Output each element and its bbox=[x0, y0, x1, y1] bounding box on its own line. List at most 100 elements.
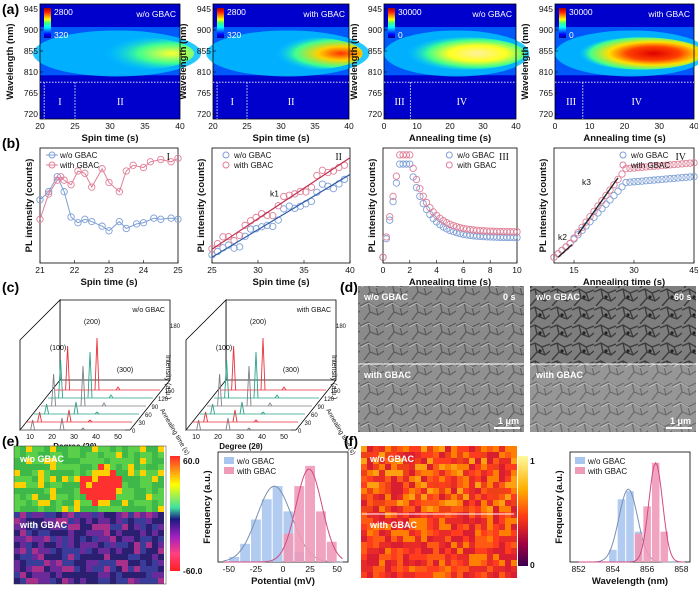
data-point bbox=[386, 213, 394, 221]
map-pixel bbox=[56, 458, 62, 464]
map-pixel bbox=[56, 500, 62, 506]
map-pixel bbox=[361, 500, 367, 506]
map-pixel bbox=[104, 566, 110, 572]
map-pixel bbox=[56, 524, 62, 530]
colorbar bbox=[388, 8, 395, 38]
map-pixel bbox=[505, 482, 511, 488]
map-pixel bbox=[140, 476, 146, 482]
z-tick-label: 180 bbox=[170, 324, 181, 330]
map-pixel bbox=[397, 560, 403, 566]
map-pixel bbox=[481, 530, 487, 536]
map-pixel bbox=[158, 530, 164, 536]
map-pixel bbox=[98, 524, 104, 530]
peak-label: (200) bbox=[250, 319, 266, 326]
data-point bbox=[456, 229, 464, 238]
data-point bbox=[402, 151, 411, 159]
map-pixel bbox=[86, 518, 92, 524]
map-pixel bbox=[50, 452, 56, 458]
map-pixel bbox=[38, 536, 44, 542]
map-pixel bbox=[146, 458, 152, 464]
map-pixel bbox=[86, 488, 92, 494]
map-pixel bbox=[134, 452, 140, 458]
xrd-peak bbox=[253, 419, 259, 423]
y-tick-label: 720 bbox=[368, 109, 382, 119]
map-pixel bbox=[50, 506, 56, 512]
map-pixel bbox=[68, 524, 74, 530]
map-pixel bbox=[451, 470, 457, 476]
map-pixel bbox=[152, 458, 158, 464]
xrd-peak bbox=[94, 411, 100, 415]
x-tick-label: 40 bbox=[175, 121, 185, 131]
map-pixel bbox=[158, 458, 164, 464]
map-pixel bbox=[44, 536, 50, 542]
map-pixel bbox=[158, 476, 164, 482]
data-point bbox=[594, 209, 602, 217]
map-pixel bbox=[439, 566, 445, 572]
map-pixel bbox=[62, 488, 68, 494]
map-pixel bbox=[493, 536, 499, 542]
map-pixel bbox=[505, 542, 511, 548]
map-pixel bbox=[128, 446, 134, 452]
y-axis-label: Wavelength (nm) bbox=[178, 23, 189, 99]
map-pixel bbox=[98, 512, 104, 518]
map-pixel bbox=[98, 578, 104, 584]
map-pixel bbox=[409, 548, 415, 554]
map-pixel bbox=[74, 512, 80, 518]
map-pixel bbox=[128, 476, 134, 482]
map-pixel bbox=[391, 560, 397, 566]
data-point bbox=[139, 219, 148, 227]
bar bbox=[305, 465, 315, 562]
data-point bbox=[402, 160, 411, 168]
sem-image-with-0s bbox=[358, 364, 524, 432]
map-pixel bbox=[469, 542, 475, 548]
map-pixel bbox=[134, 494, 140, 500]
data-point bbox=[258, 223, 266, 231]
z-tick-label: 30 bbox=[139, 421, 146, 427]
map-pixel bbox=[391, 464, 397, 470]
map-pixel bbox=[68, 554, 74, 560]
plot-title: with GBAC bbox=[302, 9, 345, 19]
map-pixel bbox=[493, 524, 499, 530]
map-pixel bbox=[493, 548, 499, 554]
map-pixel bbox=[421, 494, 427, 500]
map-pixel bbox=[80, 554, 86, 560]
map-pixel bbox=[481, 512, 487, 518]
map-pixel bbox=[481, 458, 487, 464]
map-pixel bbox=[116, 464, 122, 470]
map-pixel bbox=[44, 578, 50, 584]
map-pixel bbox=[439, 500, 445, 506]
map-pixel bbox=[20, 560, 26, 566]
map-pixel bbox=[433, 494, 439, 500]
data-point bbox=[274, 202, 282, 210]
x-tick-label: 45 bbox=[689, 265, 698, 275]
map-pixel bbox=[433, 542, 439, 548]
map-pixel bbox=[361, 524, 367, 530]
map-pixel bbox=[86, 464, 92, 470]
panel-label-e: (e) bbox=[2, 433, 19, 449]
map-pixel bbox=[397, 506, 403, 512]
map-pixel bbox=[80, 464, 86, 470]
map-pixel bbox=[397, 536, 403, 542]
data-point bbox=[392, 172, 401, 180]
map-pixel bbox=[421, 470, 427, 476]
bar bbox=[660, 531, 669, 562]
map-pixel bbox=[38, 476, 44, 482]
x-axis-label: Wavelength (nm) bbox=[592, 576, 668, 587]
map-pixel bbox=[361, 542, 367, 548]
map-pixel bbox=[86, 458, 92, 464]
map-pixel bbox=[116, 566, 122, 572]
map-pixel bbox=[152, 470, 158, 476]
map-pixel bbox=[158, 464, 164, 470]
map-pixel bbox=[122, 482, 128, 488]
map-pixel bbox=[409, 566, 415, 572]
map-pixel bbox=[367, 554, 373, 560]
map-pixel bbox=[367, 548, 373, 554]
map-pixel bbox=[32, 488, 38, 494]
x-tick-label: 50 bbox=[332, 564, 342, 574]
map-pixel bbox=[433, 518, 439, 524]
bar bbox=[251, 519, 261, 562]
map-pixel bbox=[158, 512, 164, 518]
series-line bbox=[39, 175, 179, 232]
map-pixel bbox=[511, 458, 517, 464]
map-pixel bbox=[116, 548, 122, 554]
